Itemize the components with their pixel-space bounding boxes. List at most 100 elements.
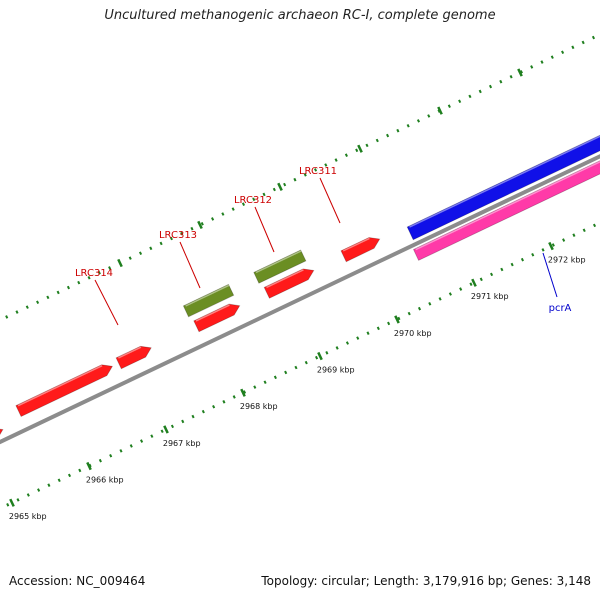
upper-scale-minor-tick <box>169 236 173 241</box>
gene-arrow-pcra-highlight <box>415 160 600 251</box>
lower-scale-minor-tick <box>376 326 380 331</box>
lower-scale-minor-tick <box>26 493 30 497</box>
lower-scale-major-tick <box>394 315 400 324</box>
gene-arrow-lrc314-highlight <box>17 364 103 407</box>
upper-scale-major-tick <box>197 220 203 230</box>
upper-scale-minor-tick <box>478 89 482 94</box>
upper-scale-minor-tick <box>447 104 451 108</box>
gene-arrow-pcra <box>412 160 600 261</box>
upper-scale-minor-tick <box>334 158 338 162</box>
gene-arrow-lrc314 <box>15 364 114 418</box>
upper-scale-minor-tick <box>540 60 544 64</box>
upper-scale-minor-tick <box>15 310 19 314</box>
lower-scale-minor-tick <box>428 302 432 306</box>
upper-scale-minor-tick <box>396 128 400 133</box>
gene-arrow-lrc313-highlight <box>195 304 230 322</box>
lower-scale-minor-tick <box>541 248 545 252</box>
lower-scale-minor-tick <box>438 297 442 301</box>
upper-scale-minor-tick <box>561 50 565 55</box>
gene-arrow-lrc313 <box>193 303 241 333</box>
lower-scale-minor-tick <box>345 341 349 345</box>
gene-label-lrc312: LRC312 <box>234 195 272 206</box>
gene-label-pcra: pcrA <box>549 303 572 314</box>
leader-line-pcra <box>542 252 558 298</box>
upper-scale-minor-tick <box>509 74 513 79</box>
lower-scale-minor-tick <box>582 228 586 233</box>
lower-scale-minor-tick <box>170 424 174 429</box>
gene-arrow-lrc311 <box>340 237 381 263</box>
upper-scale-minor-tick <box>211 217 215 221</box>
lower-scale-minor-tick <box>201 409 205 414</box>
gene-arrow-lrc314b-highlight <box>118 346 142 359</box>
upper-scale-minor-tick <box>581 40 585 45</box>
gene-arrow-lrc311-highlight <box>342 237 370 252</box>
lower-scale-minor-tick <box>356 336 360 340</box>
upper-scale-minor-tick <box>499 79 503 84</box>
upper-scale-minor-tick <box>77 280 81 285</box>
lower-scale-minor-tick <box>551 243 555 247</box>
upper-scale-minor-tick <box>303 173 307 177</box>
lower-scale-minor-tick <box>191 414 195 419</box>
lower-scale-minor-tick <box>520 257 524 262</box>
upper-scale-minor-tick <box>128 256 132 260</box>
upper-scale-minor-tick <box>427 114 431 118</box>
upper-scale-minor-tick <box>241 202 246 206</box>
upper-scale-minor-tick <box>344 153 348 157</box>
upper-scale-minor-tick <box>416 119 421 123</box>
lower-scale-minor-tick <box>500 267 504 272</box>
genome-backbone <box>0 154 600 445</box>
upper-scale-minor-tick <box>375 138 379 143</box>
scale-label-2965: 2965 kbp <box>9 512 47 521</box>
upper-scale-minor-tick <box>272 187 276 192</box>
rna-arrow-lrc312 <box>253 249 307 284</box>
lower-scale-minor-tick <box>253 385 257 389</box>
upper-scale-minor-tick <box>108 266 112 270</box>
lower-scale-minor-tick <box>119 449 123 453</box>
upper-scale-minor-tick <box>571 45 575 50</box>
leader-line-lrc313 <box>179 241 201 289</box>
leader-line-lrc311 <box>319 177 341 224</box>
lower-scale-minor-tick <box>572 233 576 237</box>
upper-scale-minor-tick <box>458 99 462 104</box>
upper-scale-major-tick <box>277 182 283 191</box>
lower-scale-minor-tick <box>469 282 473 286</box>
lower-scale-major-tick <box>471 278 477 287</box>
lower-scale-minor-tick <box>57 478 61 483</box>
scale-label-2971: 2971 kbp <box>471 292 509 301</box>
upper-scale-minor-tick <box>180 231 184 236</box>
lower-scale-minor-tick <box>6 502 10 507</box>
lower-scale-minor-tick <box>263 380 267 385</box>
upper-scale-minor-tick <box>313 168 318 172</box>
lower-scale-minor-tick <box>490 272 494 277</box>
lower-scale-minor-tick <box>78 468 82 473</box>
map-title: Uncultured methanogenic archaeon RC-I, c… <box>104 8 496 23</box>
lower-scale-minor-tick <box>67 473 72 478</box>
rna-arrow-lrc312-highlight <box>255 250 302 274</box>
upper-scale-minor-tick <box>25 305 29 309</box>
lower-scale-minor-tick <box>448 292 452 296</box>
rna-arrow-lrc313-highlight <box>185 284 230 307</box>
lower-scale-minor-tick <box>232 395 236 399</box>
lower-scale-major-tick <box>9 498 15 507</box>
leader-line-lrc312 <box>254 206 275 253</box>
lower-scale-minor-tick <box>284 370 288 375</box>
lower-scale-minor-tick <box>531 252 535 257</box>
upper-scale-minor-tick <box>87 275 91 280</box>
lower-scale-minor-tick <box>150 434 154 438</box>
lower-scale-minor-tick <box>325 351 329 355</box>
lower-scale-minor-tick <box>397 316 401 321</box>
lower-scale-minor-tick <box>98 458 102 463</box>
gene-arrow-left-edge <box>0 428 4 436</box>
lower-scale-major-tick <box>240 388 246 397</box>
scale-label-2968: 2968 kbp <box>240 402 278 411</box>
upper-scale-minor-tick <box>550 55 554 59</box>
scale-label-2966: 2966 kbp <box>86 476 124 485</box>
gene-label-lrc313: LRC313 <box>159 230 197 241</box>
upper-scale-major-tick <box>117 258 123 268</box>
upper-scale-minor-tick <box>519 70 523 74</box>
lower-scale-minor-tick <box>510 262 514 267</box>
gene-label-lrc311: LRC311 <box>299 166 337 177</box>
lower-scale-minor-tick <box>47 483 51 487</box>
lower-scale-minor-tick <box>181 419 185 424</box>
